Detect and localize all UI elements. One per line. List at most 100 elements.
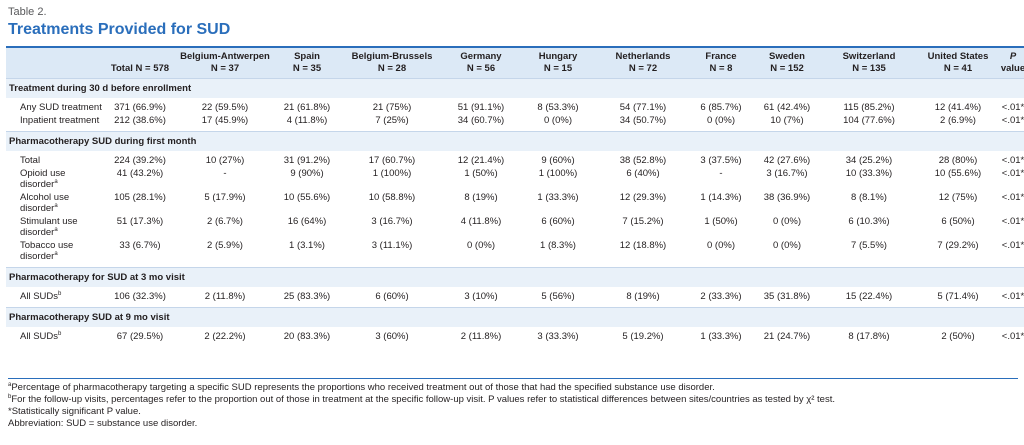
cell: 41 (43.2%) (116, 168, 164, 179)
cell: 2 (6.9%) (940, 115, 976, 126)
footnote-marker: a (54, 250, 58, 257)
cell: 12 (29.3%) (619, 192, 667, 203)
data-row: Total 224 (39.2%) 10 (27%) 31 (91.2%) 17 (60… (6, 151, 1024, 167)
cell: 3 (37.5%) (700, 155, 742, 166)
footnote-marker: b (8, 393, 12, 400)
cell: 9 (90%) (290, 168, 324, 179)
row-label-cell: Tobacco use disordera (6, 239, 104, 268)
cell: <.01* (1001, 155, 1024, 166)
header-cell: Spain N = 35 (274, 47, 340, 79)
header-line: Belgium-Antwerpen (180, 51, 270, 62)
header-line: N = 28 (377, 63, 407, 74)
cell: 0 (0%) (467, 240, 495, 251)
cell: <.01* (1001, 168, 1024, 179)
row-label: Opioid use disorder (20, 168, 66, 190)
cell: 21 (24.7%) (763, 331, 811, 342)
header-cell (6, 47, 104, 79)
section-row: Treatment during 30 d before enrollment (6, 78, 1024, 98)
header-line: Switzerland (842, 51, 896, 62)
cell: 10 (33.3%) (845, 168, 893, 179)
header-line: N = 37 (210, 63, 240, 74)
cell: 10 (58.8%) (368, 192, 416, 203)
cell: 22 (59.5%) (201, 102, 249, 113)
cell: 212 (38.6%) (114, 115, 166, 126)
cell: 2 (11.8%) (204, 291, 246, 302)
section-title: Pharmacotherapy SUD at 9 mo visit (6, 307, 1024, 327)
cell: 34 (25.2%) (845, 155, 893, 166)
header-line: N = 35 (292, 63, 322, 74)
header-line: France (705, 51, 737, 62)
data-row: Opioid use disordera 41 (43.2%) - 9 (90%) 1 … (6, 167, 1024, 191)
cell: 8 (53.3%) (537, 102, 579, 113)
cell: 17 (45.9%) (201, 115, 249, 126)
cell: 7 (25%) (375, 115, 409, 126)
footnote-text: *Statistically significant P value. (8, 406, 141, 417)
cell: 67 (29.5%) (116, 331, 164, 342)
header-cell: Sweden N = 152 (754, 47, 820, 79)
cell: 5 (56%) (541, 291, 575, 302)
footnote: Abbreviation: SUD = substance use disord… (8, 418, 1018, 430)
cell: 21 (75%) (372, 102, 412, 113)
cell: 28 (80%) (938, 155, 978, 166)
cell: 16 (64%) (287, 216, 327, 227)
header-row: Total N = 578 Belgium-Antwerpen N = 37 Spai… (6, 47, 1024, 79)
cell: 6 (85.7%) (700, 102, 742, 113)
row-label-cell: Inpatient treatment (6, 114, 104, 132)
cell: 0 (0%) (707, 115, 735, 126)
cell: 12 (41.4%) (934, 102, 982, 113)
header-cell: Switzerland N = 135 (820, 47, 918, 79)
data-row: Tobacco use disordera 33 (6.7%) 2 (5.9%) 1 … (6, 239, 1024, 268)
cell: 1 (100%) (538, 168, 578, 179)
footnote-marker: b (58, 290, 62, 297)
cell: 54 (77.1%) (619, 102, 667, 113)
cell: 21 (61.8%) (283, 102, 331, 113)
cell: 106 (32.3%) (114, 291, 166, 302)
cell: 2 (11.8%) (460, 331, 502, 342)
table-body: Treatment during 30 d before enrollment A… (6, 78, 1024, 348)
header-line: N = 15 (543, 63, 573, 74)
cell: 1 (100%) (372, 168, 412, 179)
cell: 10 (27%) (205, 155, 245, 166)
cell: 2 (6.7%) (207, 216, 243, 227)
section-row: Pharmacotherapy SUD during first month (6, 131, 1024, 151)
row-label-cell: All SUDsb (6, 327, 104, 347)
footnote-text: Percentage of pharmacotherapy targeting … (11, 382, 715, 393)
cell: 9 (60%) (541, 155, 575, 166)
section-title: Pharmacotherapy SUD during first month (6, 131, 1024, 151)
cell: 42 (27.6%) (763, 155, 811, 166)
cell: 51 (91.1%) (457, 102, 505, 113)
header-line: value (1000, 63, 1024, 74)
cell: 10 (55.6%) (934, 168, 982, 179)
cell: 4 (11.8%) (460, 216, 502, 227)
cell: 5 (71.4%) (937, 291, 979, 302)
cell: 6 (40%) (626, 168, 660, 179)
cell: 35 (31.8%) (763, 291, 811, 302)
header-line: P (1009, 51, 1017, 62)
cell: 1 (8.3%) (540, 240, 576, 251)
cell: 2 (33.3%) (700, 291, 742, 302)
header-line: Hungary (538, 51, 578, 62)
data-row: All SUDsb 67 (29.5%) 2 (22.2%) 20 (83.3%) 3 … (6, 327, 1024, 347)
row-label: All SUDs (20, 331, 59, 342)
footnote-marker: a (8, 381, 12, 388)
cell: 7 (29.2%) (937, 240, 979, 251)
cell: 31 (91.2%) (283, 155, 331, 166)
row-label: Tobacco use disorder (20, 240, 74, 262)
cell: 1 (3.1%) (289, 240, 325, 251)
row-label: Any SUD treatment (20, 102, 102, 113)
header-cell: Germany N = 56 (444, 47, 518, 79)
cell: 6 (10.3%) (848, 216, 890, 227)
section-row: Pharmacotherapy for SUD at 3 mo visit (6, 267, 1024, 287)
cell: 12 (21.4%) (457, 155, 505, 166)
cell: 8 (19%) (464, 192, 498, 203)
cell: 38 (36.9%) (763, 192, 811, 203)
cell: 224 (39.2%) (114, 155, 166, 166)
data-table: Total N = 578 Belgium-Antwerpen N = 37 Spai… (6, 46, 1024, 347)
cell: <.01* (1001, 240, 1024, 251)
cell: 25 (83.3%) (283, 291, 331, 302)
header-line: N = 152 (770, 63, 804, 74)
cell: 5 (17.9%) (204, 192, 246, 203)
footnote: bFor the follow-up visits, percentages r… (8, 394, 1018, 406)
cell: 38 (52.8%) (619, 155, 667, 166)
cell: <.01* (1001, 216, 1024, 227)
